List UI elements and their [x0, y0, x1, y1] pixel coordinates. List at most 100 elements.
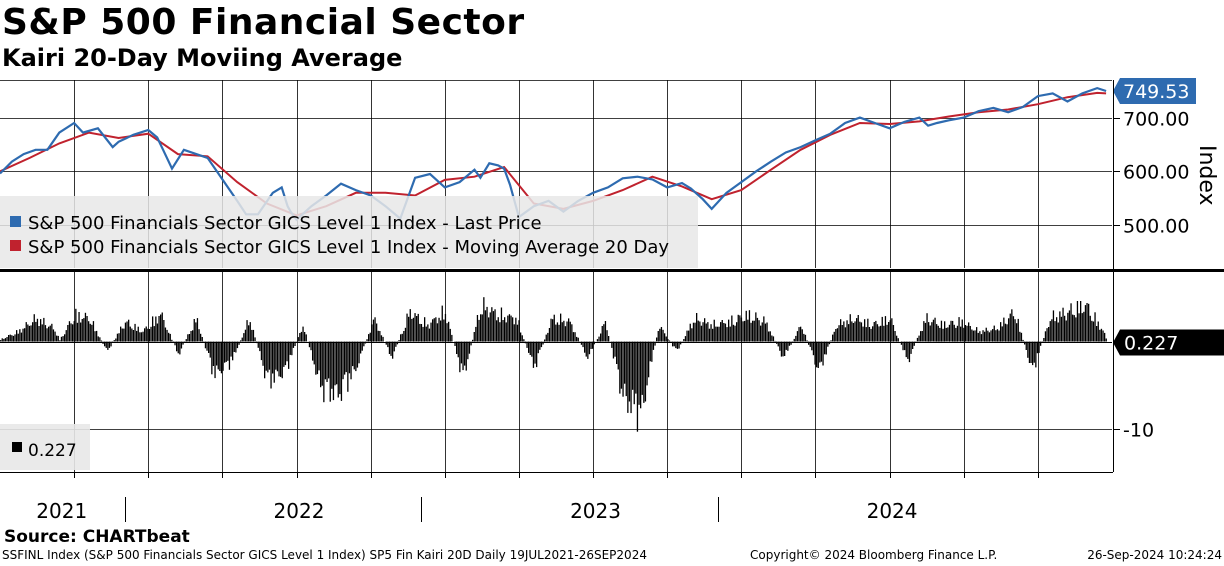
kairi-bar: [160, 314, 162, 342]
kairi-bar: [574, 332, 576, 342]
kairi-bar: [824, 341, 826, 355]
kairi-bar: [68, 321, 71, 342]
kairi-bar: [121, 328, 123, 342]
kairi-bar: [1080, 301, 1082, 342]
kairi-bar: [860, 322, 863, 342]
kairi-bar: [425, 326, 427, 342]
kairi-bar: [211, 341, 213, 375]
kairi-bar: [310, 341, 312, 351]
kairi-bar: [1072, 314, 1074, 342]
kairi-bar: [142, 331, 144, 342]
kairi-bar: [1096, 326, 1098, 342]
kairi-bar: [569, 321, 571, 342]
kairi-bar: [894, 331, 896, 342]
kairi-bar: [72, 324, 74, 342]
kairi-bar: [115, 338, 117, 342]
kairi-bar: [632, 341, 634, 390]
kairi-bar: [971, 329, 973, 342]
kairi-bar: [774, 340, 776, 342]
kairi-bar: [148, 329, 151, 342]
kairi-bar: [1056, 317, 1058, 342]
kairi-bar: [388, 341, 391, 354]
kairi-bar: [942, 328, 944, 342]
kairi-bar: [724, 323, 727, 342]
kairi-gridlines: [0, 272, 1112, 472]
kairi-bar: [403, 331, 405, 342]
price-y-tick-label: 600.00: [1123, 162, 1189, 184]
kairi-bar: [440, 320, 442, 342]
legend-entry-price: S&P 500 Financials Sector GICS Level 1 I…: [28, 213, 542, 234]
legend-swatch-ma: [10, 240, 21, 251]
kairi-bar: [65, 330, 67, 342]
kairi-bar: [81, 319, 83, 342]
kairi-bar: [627, 341, 629, 413]
kairi-bar: [1102, 330, 1104, 342]
kairi-bar: [628, 341, 631, 402]
kairi-bar: [422, 326, 424, 342]
kairi-bar: [884, 316, 887, 342]
kairi-bar: [368, 334, 370, 342]
kairi-bar: [464, 341, 466, 366]
kairi-panel: -10 0.227 0.227: [0, 272, 1224, 472]
kairi-bar: [617, 341, 619, 370]
kairi-bar: [1036, 341, 1039, 354]
kairi-bar: [1027, 341, 1029, 358]
kairi-bar: [216, 341, 218, 366]
kairi-bar: [707, 322, 709, 342]
kairi-bar: [814, 341, 816, 365]
kairi-bar: [451, 334, 453, 342]
kairi-bar: [1094, 312, 1096, 342]
kairi-bar: [1049, 321, 1051, 342]
kairi-bar: [1048, 327, 1050, 342]
kairi-bar: [966, 325, 968, 342]
kairi-bar: [371, 324, 373, 342]
kairi-bar: [520, 332, 522, 342]
x-axis-year-label: 2021: [36, 499, 87, 523]
kairi-bar: [745, 310, 747, 342]
kairi-bar: [577, 337, 579, 342]
kairi-bar: [104, 341, 106, 347]
kairi-bar: [83, 318, 85, 342]
kairi-bar: [398, 340, 400, 342]
kairi-bar: [262, 341, 264, 366]
kairi-bar: [932, 319, 935, 342]
kairi-bar: [734, 325, 736, 342]
kairi-bar: [923, 321, 925, 342]
kairi-bar: [780, 341, 783, 357]
kairi-bar: [993, 325, 995, 342]
kairi-bar: [332, 341, 335, 401]
x-axis-year-label: 2024: [867, 499, 918, 523]
kairi-bar: [953, 324, 955, 342]
kairi-bar: [659, 328, 661, 342]
kairi-bar: [419, 323, 421, 342]
kairi-bar: [1060, 316, 1063, 342]
kairi-bar: [198, 329, 200, 342]
kairi-bar: [694, 322, 696, 342]
kairi-bar: [139, 332, 141, 342]
kairi-bar: [1035, 341, 1037, 368]
kairi-bar: [556, 322, 559, 342]
kairi-bar: [323, 341, 325, 403]
kairi-bar: [827, 341, 829, 347]
kairi-bar: [918, 335, 920, 342]
kairi-bar: [686, 330, 688, 342]
kairi-bar: [393, 341, 395, 352]
kairi-bar: [872, 326, 874, 342]
kairi-bar: [696, 313, 698, 342]
kairi-bar: [784, 341, 786, 356]
kairi-bar: [924, 322, 927, 342]
x-axis-year-label: 2023: [570, 499, 621, 523]
kairi-bar: [275, 341, 277, 370]
kairi-bar: [324, 341, 327, 380]
kairi-bar: [294, 341, 296, 346]
kairi-bar: [945, 327, 947, 342]
kairi-bar: [51, 323, 53, 342]
kairi-bar: [849, 314, 851, 342]
kairi-bar: [878, 326, 880, 342]
legend-entry-ma: S&P 500 Financials Sector GICS Level 1 I…: [28, 237, 669, 258]
kairi-bar: [209, 341, 211, 358]
kairi-bar: [652, 341, 655, 350]
kairi-bar: [302, 326, 304, 342]
kairi-bar: [260, 341, 263, 361]
kairi-bar: [137, 326, 139, 342]
